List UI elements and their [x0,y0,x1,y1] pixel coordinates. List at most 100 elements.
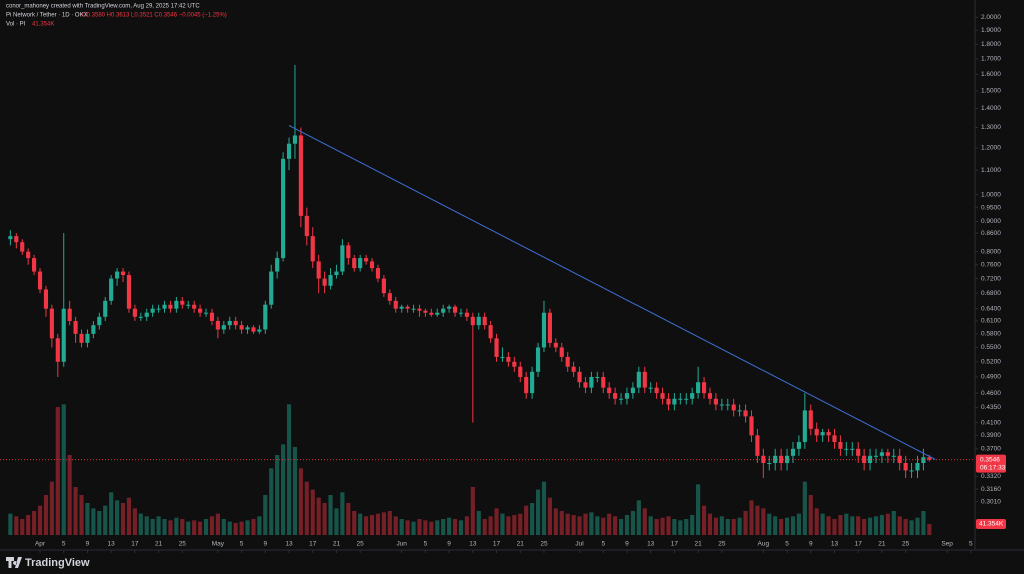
candle [198,304,203,317]
volume-bar [328,495,333,535]
volume-bar [67,455,72,535]
volume-bar [43,495,49,535]
candle [601,371,606,394]
candle-body [779,455,784,464]
x-tick-label: 25 [718,541,726,548]
volume-bar [275,455,280,535]
candle-body [8,236,13,240]
candle-body [494,338,499,357]
candle-body [203,312,209,314]
candle [915,455,920,479]
candle-body [601,376,606,388]
volume-bar [476,511,481,535]
candle [340,239,345,276]
candle-body [488,325,493,339]
candle-body [162,304,167,309]
y-tick-label: 0.4900 [981,374,1001,381]
volume-bar [897,516,902,535]
volume-bar [856,516,861,535]
candle [441,304,446,317]
candle [67,300,72,326]
candle [844,441,849,456]
candle-body [743,410,748,417]
candle [79,329,84,348]
candles [8,64,932,479]
candle [298,127,303,228]
candle [743,404,748,423]
volume-bar [595,516,600,535]
x-tick-label: Sep [941,541,953,548]
x-tick-label: 25 [540,541,548,548]
candle-body [37,271,43,290]
candle-body [257,329,262,332]
candle-body [245,327,250,330]
volume-bar [37,505,43,535]
candle-body [138,316,143,318]
candle [150,304,155,317]
volume-bar [696,484,701,535]
candle-body [672,398,677,405]
candle-body [435,312,440,315]
last-price-label: 0.3546 [980,456,1000,463]
candle-body [636,371,641,388]
candle-body [731,404,736,411]
volume-bar [405,520,410,535]
candle [73,316,78,343]
candle-body [767,463,772,465]
volume-bar [713,517,718,535]
volume-bar [784,517,790,535]
volume-bar [215,513,220,535]
candle [37,268,43,294]
candle-body [304,215,309,237]
volume-bar [132,508,137,535]
candle-body [921,457,926,464]
volume-bar [624,515,630,535]
volume-bar [559,511,564,535]
volume-bar [630,511,635,535]
x-tick-label: 21 [155,541,163,548]
volume-title: Vol · PI [6,22,26,28]
volume-bar [909,520,914,535]
candle-body [713,398,718,405]
volume-bar [245,520,250,535]
candle-body [364,258,369,262]
y-tick-label: 0.3010 [981,498,1001,505]
candle [873,448,879,464]
y-tick-label: 0.4600 [981,390,1001,397]
candle [494,333,499,362]
candle-body [399,306,404,309]
candle [275,251,280,279]
candle [364,254,369,265]
x-tick-label: 13 [285,541,293,548]
candle-body [20,242,25,252]
candle-body [690,393,695,399]
volume-bar [233,523,238,535]
volume-bar [518,513,523,535]
candle-body [186,304,191,306]
candle-body [820,432,825,436]
volume-bar [867,517,873,535]
volume-bar [743,511,748,535]
candle [583,376,588,394]
symbol: Pi Network / Tether · 1D · OKX [6,13,88,19]
volume-bar [423,520,428,535]
volume-bar [731,519,736,535]
candle [642,366,647,394]
candle [245,325,250,334]
candle-body [286,143,292,159]
y-tick-label: 1.2000 [981,145,1001,152]
volume-bar [601,517,606,535]
candle-body [269,271,274,305]
candle [553,338,558,353]
candle-body [215,320,220,330]
candle [613,387,618,405]
volume-bar [690,515,695,535]
y-tick-label: 0.3700 [981,446,1001,453]
candle-body [150,308,155,313]
candle-body [879,452,884,456]
candle-body [630,387,635,394]
candle [20,239,25,255]
candle [91,320,96,339]
candle-body [927,457,932,460]
volume-bar [613,516,618,535]
